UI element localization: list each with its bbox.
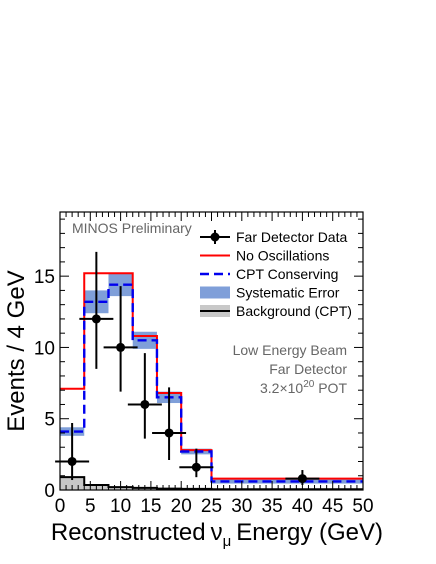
far-detector-data-layer bbox=[55, 251, 320, 486]
note-pot-pre: 3.2×10 bbox=[260, 380, 303, 396]
note-detector: Far Detector bbox=[269, 361, 347, 377]
x-tick-label: 35 bbox=[262, 496, 283, 517]
x-tick-label: 10 bbox=[110, 496, 131, 517]
x-tick-label: 20 bbox=[171, 496, 192, 517]
legend-label: Background (CPT) bbox=[236, 303, 352, 319]
cpt-conserving-histogram-layer bbox=[60, 283, 363, 483]
y-tick-label: 0 bbox=[44, 481, 55, 502]
note-pot: 3.2×1020 POT bbox=[260, 379, 347, 396]
x-tick-label: 0 bbox=[55, 496, 66, 517]
data-point bbox=[164, 428, 174, 438]
legend: Far Detector Data No Oscillations CPT Cons… bbox=[200, 229, 352, 319]
systematic-error-bin bbox=[108, 273, 133, 297]
y-tick-label: 5 bbox=[44, 410, 55, 431]
data-point bbox=[91, 314, 101, 324]
data-point-group bbox=[152, 387, 187, 461]
data-point bbox=[140, 399, 150, 409]
x-axis-title-sub: μ bbox=[223, 533, 232, 550]
data-point-group bbox=[127, 353, 162, 439]
x-axis-title-post: Energy (GeV) bbox=[236, 519, 383, 546]
note-beam: Low Energy Beam bbox=[233, 342, 347, 358]
y-tick-label: 15 bbox=[34, 267, 55, 288]
data-point bbox=[67, 456, 77, 466]
data-point-group bbox=[179, 448, 214, 478]
data-point bbox=[297, 474, 307, 484]
legend-label: Systematic Error bbox=[236, 285, 340, 301]
data-point bbox=[116, 342, 126, 352]
x-tick-label: 25 bbox=[201, 496, 222, 517]
x-axis-title-nu: ν bbox=[211, 519, 223, 546]
data-point-group bbox=[103, 286, 138, 392]
legend-label: Far Detector Data bbox=[236, 229, 347, 245]
chart-annotation: MINOS Preliminary bbox=[72, 220, 192, 236]
y-tick-label: 10 bbox=[34, 338, 55, 359]
data-point-group bbox=[79, 251, 114, 369]
data-point bbox=[191, 462, 201, 472]
legend-symbol bbox=[200, 305, 230, 317]
x-tick-label: 30 bbox=[231, 496, 252, 517]
note-pot-exponent: 20 bbox=[303, 379, 315, 390]
legend-band-swatch bbox=[200, 286, 230, 299]
x-tick-label: 50 bbox=[352, 496, 373, 517]
note-pot-post: POT bbox=[314, 380, 347, 396]
legend-label: CPT Conserving bbox=[236, 266, 338, 282]
x-axis-title-pre: Reconstructed bbox=[51, 519, 206, 546]
x-tick-label: 45 bbox=[322, 496, 343, 517]
x-tick-label: 15 bbox=[140, 496, 161, 517]
cpt-conserving-histogram bbox=[60, 283, 363, 483]
x-tick-label: 5 bbox=[85, 496, 96, 517]
legend-data-marker bbox=[210, 232, 220, 242]
legend-label: No Oscillations bbox=[236, 248, 329, 264]
x-axis-title: Reconstructed νμ Energy (GeV) bbox=[51, 519, 383, 550]
y-axis-title: Events / 4 GeV bbox=[3, 270, 30, 431]
legend-symbol bbox=[200, 286, 230, 299]
legend-symbol bbox=[200, 230, 230, 244]
notes: Low Energy Beam Far Detector 3.2×1020 PO… bbox=[233, 342, 348, 396]
x-tick-label: 40 bbox=[292, 496, 313, 517]
